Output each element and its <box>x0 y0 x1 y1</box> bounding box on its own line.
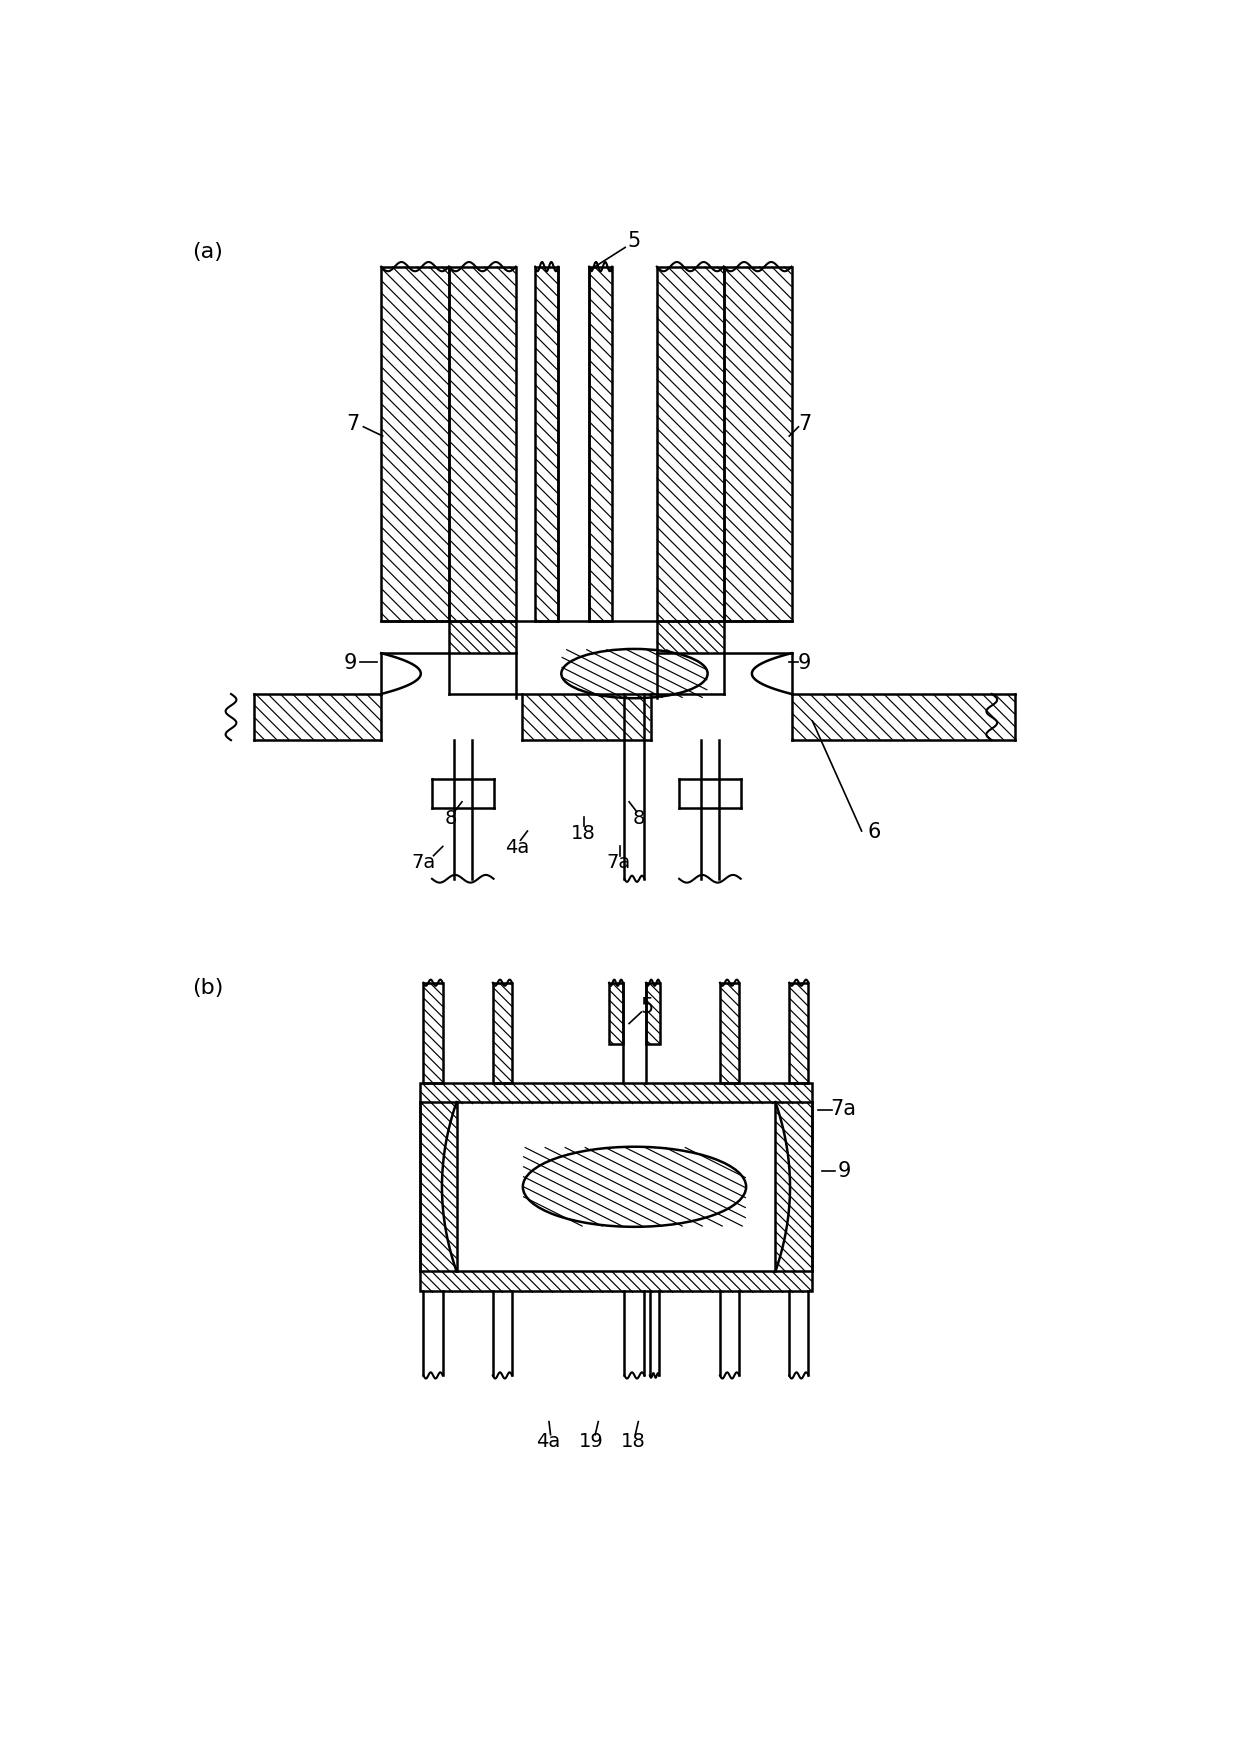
Text: 7a: 7a <box>607 853 630 872</box>
Bar <box>535 267 558 622</box>
Text: 4a: 4a <box>536 1432 561 1451</box>
Bar <box>457 1103 775 1273</box>
Text: 4a: 4a <box>505 837 530 857</box>
Text: 9: 9 <box>838 1161 852 1180</box>
Bar <box>721 982 739 1084</box>
Text: 9: 9 <box>344 652 357 673</box>
Bar <box>790 982 808 1084</box>
Text: 8: 8 <box>444 808 457 827</box>
Text: 5: 5 <box>640 996 654 1016</box>
Text: 8: 8 <box>633 808 645 827</box>
Text: 7: 7 <box>799 414 811 434</box>
Text: (a): (a) <box>192 241 223 262</box>
Bar <box>589 267 612 622</box>
Text: 5: 5 <box>628 231 641 250</box>
Bar <box>657 267 724 622</box>
Bar <box>420 1084 812 1292</box>
Text: 9: 9 <box>799 652 811 673</box>
Bar <box>657 622 724 654</box>
Text: 7a: 7a <box>411 853 436 872</box>
Text: 18: 18 <box>571 823 595 843</box>
Bar <box>423 982 443 1084</box>
Bar <box>381 267 449 622</box>
Text: 18: 18 <box>620 1432 645 1451</box>
Bar <box>724 267 791 622</box>
Bar <box>646 982 660 1045</box>
Text: 7a: 7a <box>831 1098 857 1119</box>
Bar <box>493 982 513 1084</box>
Text: 19: 19 <box>579 1432 604 1451</box>
Text: 7: 7 <box>347 414 359 434</box>
Text: 6: 6 <box>868 822 880 841</box>
Bar <box>449 267 516 622</box>
Text: (b): (b) <box>192 977 224 996</box>
Bar <box>449 622 516 654</box>
Bar <box>609 982 623 1045</box>
